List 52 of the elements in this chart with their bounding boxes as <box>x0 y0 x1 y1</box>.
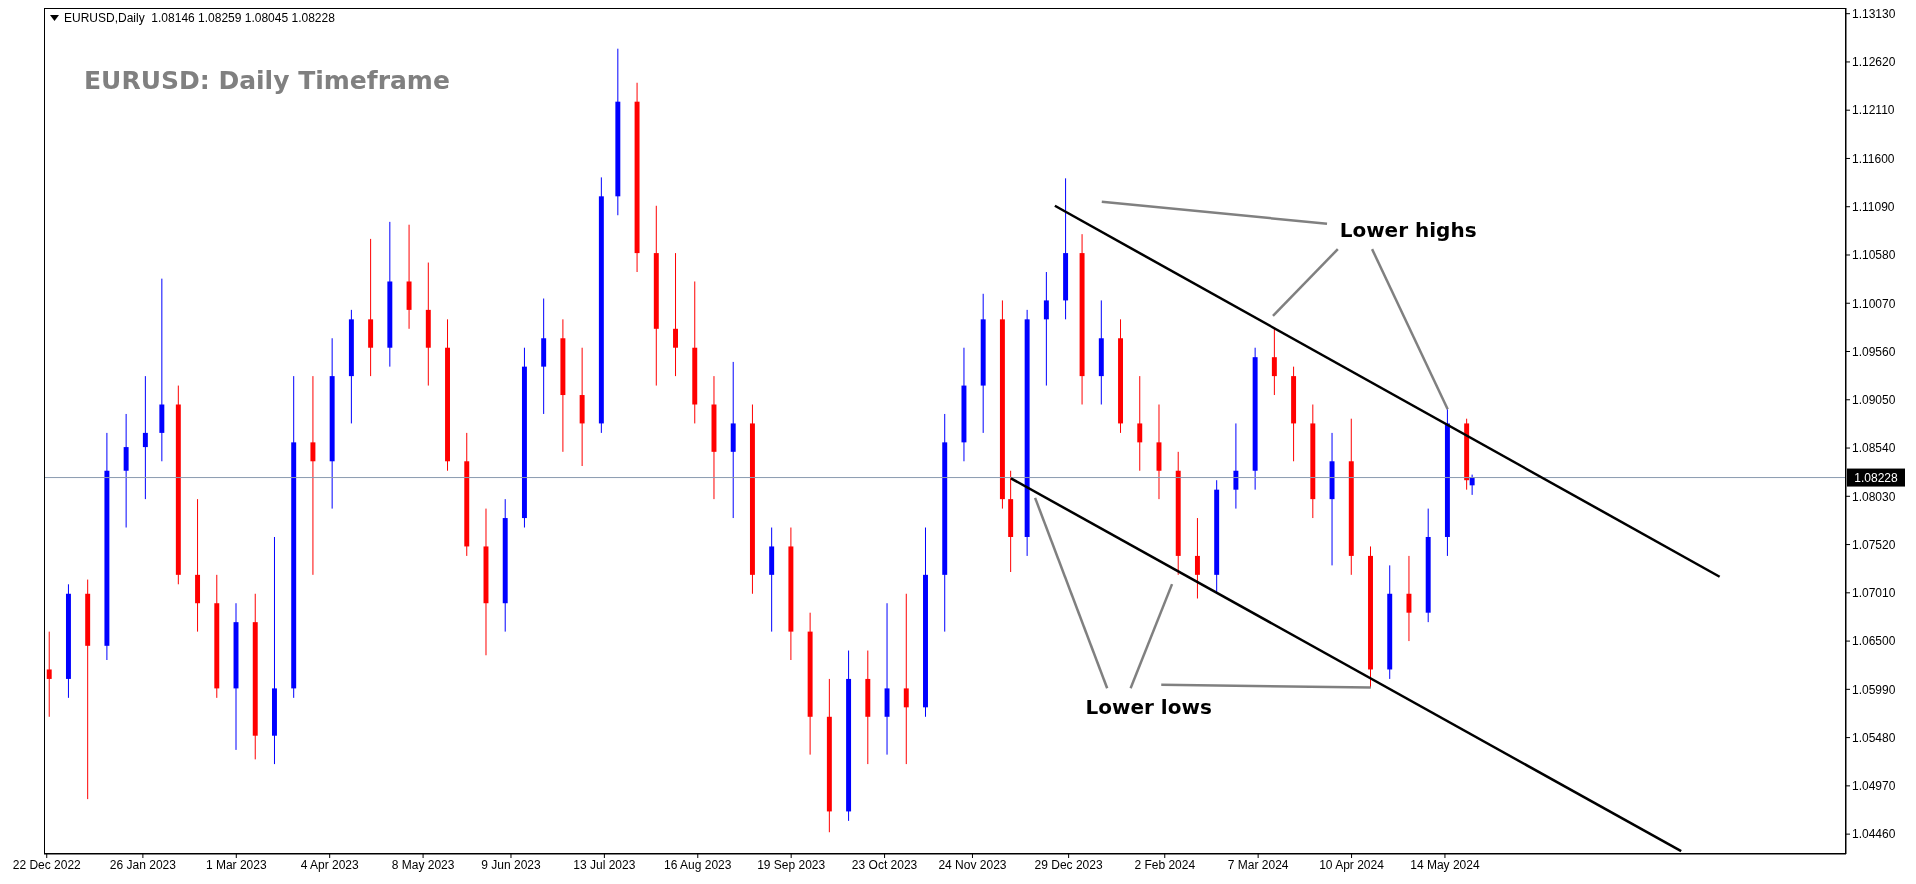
x-tick-label: 13 Jul 2023 <box>573 857 636 872</box>
candlestick <box>1043 271 1049 387</box>
y-tick-label: 1.05990 <box>1852 682 1896 697</box>
y-tick-label: 1.11600 <box>1852 151 1895 166</box>
x-tick-label: 7 Mar 2024 <box>1227 857 1289 872</box>
x-tick-label: 29 Dec 2023 <box>1034 857 1103 872</box>
candlestick <box>1137 375 1143 472</box>
y-tick-label: 1.09050 <box>1852 393 1896 408</box>
y-tick-label: 1.12620 <box>1852 55 1896 70</box>
x-tick-label: 23 Oct 2023 <box>851 857 918 872</box>
x-tick-label: 19 Sep 2023 <box>757 857 826 872</box>
text: EURUSD: Daily Timeframe <box>84 66 450 95</box>
x-tick-label: 9 Jun 2023 <box>481 857 541 872</box>
x-tick-label: 26 Jan 2023 <box>109 857 177 872</box>
y-tick-label: 1.13130 <box>1852 6 1896 21</box>
chart-subtitle: EURUSD,Daily 1.08146 1.08259 1.08045 1.08228 <box>64 11 335 25</box>
candlestick <box>1271 327 1277 396</box>
x-tick-label: 24 Nov 2023 <box>938 857 1007 872</box>
x-tick-label: 16 Aug 2023 <box>664 857 732 872</box>
x-tick-label: 10 Apr 2024 <box>1319 857 1385 872</box>
y-tick-label: 1.05480 <box>1852 730 1896 745</box>
y-tick-label: 1.10580 <box>1852 248 1896 263</box>
candlestick <box>46 631 52 718</box>
y-tick-label: 1.04970 <box>1852 779 1896 794</box>
annotation: Lower highs <box>1339 217 1477 242</box>
y-tick-label: 1.06500 <box>1852 634 1896 649</box>
candlestick <box>1406 555 1412 642</box>
candlestick <box>123 413 129 529</box>
candlestick <box>1469 474 1475 496</box>
candlestick <box>142 375 148 500</box>
y-tick-label: 1.09560 <box>1852 344 1896 359</box>
x-tick-label: 14 May 2024 <box>1410 857 1480 872</box>
y-tick-label: 1.07520 <box>1852 537 1896 552</box>
y-tick-label: 1.10070 <box>1852 296 1896 311</box>
candlestick <box>310 375 316 576</box>
x-tick-label: 22 Dec 2022 <box>12 857 82 872</box>
y-tick-label: 1.12110 <box>1852 103 1895 118</box>
x-tick-label: 2 Feb 2024 <box>1134 857 1196 872</box>
y-tick-label: 1.11090 <box>1852 199 1895 214</box>
candlestick <box>673 252 678 377</box>
x-tick-label: 1 Mar 2023 <box>205 857 267 872</box>
candlestick <box>1233 422 1239 510</box>
y-tick-label: 1.08540 <box>1852 441 1896 456</box>
candlestick <box>1194 517 1200 599</box>
x-tick-label: 8 May 2023 <box>391 857 455 872</box>
annotation: Lower lows <box>1085 694 1212 719</box>
ref-line-label: 1.08228 <box>1854 470 1899 485</box>
y-tick-label: 1.08030 <box>1852 489 1896 504</box>
y-tick-label: 1.04460 <box>1852 827 1896 842</box>
y-tick-label: 1.07010 <box>1852 586 1896 601</box>
candlestick <box>903 593 909 765</box>
x-tick-label: 4 Apr 2023 <box>300 857 360 872</box>
